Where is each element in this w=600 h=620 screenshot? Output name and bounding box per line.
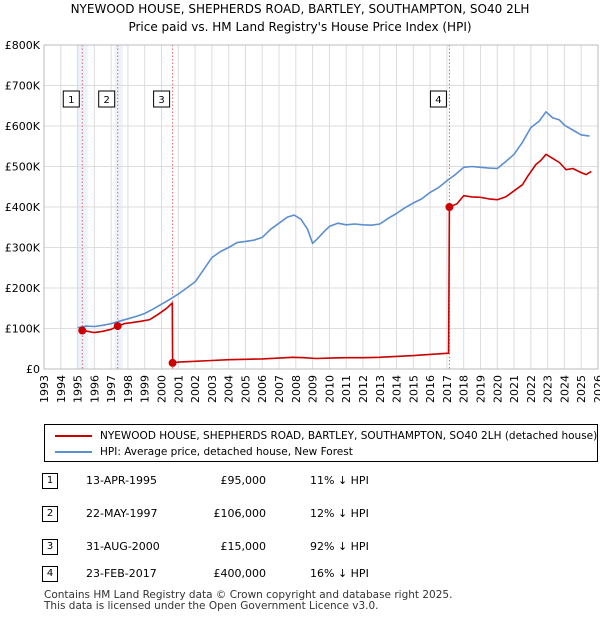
x-tick-label: 1998 bbox=[122, 375, 135, 403]
sale-hpi-diff: 16% ↓ HPI bbox=[310, 567, 369, 580]
x-tick-label: 2016 bbox=[424, 375, 437, 403]
x-tick-label: 2010 bbox=[323, 375, 336, 403]
x-tick-label: 2020 bbox=[491, 375, 504, 403]
x-tick-label: 1994 bbox=[55, 375, 68, 403]
y-tick-label: £300K bbox=[5, 242, 41, 255]
sale-price: £95,000 bbox=[220, 474, 267, 487]
sale-label-number: 4 bbox=[435, 95, 441, 106]
footer-copyright: Contains HM Land Registry data © Crown c… bbox=[44, 589, 453, 601]
legend-label-hpi: HPI: Average price, detached house, New … bbox=[100, 446, 353, 458]
x-tick-label: 1993 bbox=[38, 375, 51, 403]
sale-number-badge: 4 bbox=[42, 566, 58, 582]
sale-date: 31-AUG-2000 bbox=[86, 540, 160, 553]
x-tick-label: 1995 bbox=[72, 375, 85, 403]
sale-label-number: 1 bbox=[68, 95, 74, 106]
x-tick-label: 2002 bbox=[189, 375, 202, 403]
sale-date: 22-MAY-1997 bbox=[86, 507, 158, 520]
footer-notice: Contains HM Land Registry data © Crown c… bbox=[44, 590, 452, 612]
table-row: 1 13-APR-1995 £95,000 11% ↓ HPI bbox=[0, 472, 600, 492]
x-tick-label: 2022 bbox=[525, 375, 538, 403]
sale-point bbox=[168, 358, 177, 367]
x-tick-label: 1999 bbox=[139, 375, 152, 403]
legend-label-property: NYEWOOD HOUSE, SHEPHERDS ROAD, BARTLEY, … bbox=[100, 430, 598, 442]
y-tick-label: £100K bbox=[5, 323, 41, 336]
chart-title: NYEWOOD HOUSE, SHEPHERDS ROAD, BARTLEY, … bbox=[71, 2, 530, 16]
y-tick-label: £700K bbox=[5, 80, 41, 93]
sale-point bbox=[113, 322, 122, 331]
sale-price: £15,000 bbox=[220, 540, 267, 553]
x-tick-label: 2003 bbox=[206, 375, 219, 403]
x-tick-label: 2014 bbox=[391, 375, 404, 403]
sale-number-badge: 3 bbox=[42, 539, 58, 555]
x-tick-label: 2013 bbox=[374, 375, 387, 403]
x-tick-label: 2006 bbox=[256, 375, 269, 403]
sale-date: 13-APR-1995 bbox=[86, 474, 158, 487]
plot-border bbox=[43, 44, 599, 370]
y-tick-label: £200K bbox=[5, 282, 41, 295]
legend-item-hpi: HPI: Average price, detached house, New … bbox=[45, 444, 599, 460]
price-chart: NYEWOOD HOUSE, SHEPHERDS ROAD, BARTLEY, … bbox=[5, 2, 600, 403]
sale-point bbox=[445, 203, 454, 211]
sale-price: £400,000 bbox=[213, 567, 267, 580]
y-tick-label: £0 bbox=[26, 363, 40, 376]
sale-number-badge: 1 bbox=[42, 473, 58, 489]
series-line-hpi bbox=[77, 111, 590, 329]
x-tick-label: 2007 bbox=[273, 375, 286, 403]
sale-label-box bbox=[429, 90, 447, 108]
x-tick-label: 2011 bbox=[340, 375, 353, 403]
sale-price: £106,000 bbox=[213, 507, 267, 520]
x-tick-label: 2026 bbox=[592, 375, 600, 403]
x-tick-label: 2008 bbox=[290, 375, 303, 403]
x-tick-label: 2004 bbox=[223, 375, 236, 403]
sale-hpi-diff: 12% ↓ HPI bbox=[310, 507, 369, 520]
table-row: 2 22-MAY-1997 £106,000 12% ↓ HPI bbox=[0, 505, 600, 525]
x-tick-label: 1996 bbox=[88, 375, 101, 403]
x-tick-label: 2012 bbox=[357, 375, 370, 403]
table-row: 3 31-AUG-2000 £15,000 92% ↓ HPI bbox=[0, 538, 600, 558]
x-tick-label: 2021 bbox=[508, 375, 521, 403]
table-row: 4 23-FEB-2017 £400,000 16% ↓ HPI bbox=[0, 565, 600, 585]
sale-label-number: 3 bbox=[158, 95, 164, 106]
x-tick-label: 2009 bbox=[307, 375, 320, 403]
x-tick-label: 2017 bbox=[441, 375, 454, 403]
sale-label-box bbox=[62, 90, 80, 108]
x-tick-label: 2019 bbox=[474, 375, 487, 403]
y-tick-label: £500K bbox=[5, 161, 41, 174]
x-tick-label: 2015 bbox=[407, 375, 420, 403]
sale-hpi-diff: 11% ↓ HPI bbox=[310, 474, 369, 487]
sale-point bbox=[78, 326, 87, 335]
y-tick-label: £400K bbox=[5, 201, 41, 214]
sale-label-number: 2 bbox=[104, 95, 110, 106]
y-tick-label: £800K bbox=[5, 39, 41, 52]
legend-swatch-hpi bbox=[55, 451, 92, 453]
series-line-property bbox=[82, 153, 592, 364]
sale-date: 23-FEB-2017 bbox=[86, 567, 157, 580]
sale-label-box bbox=[98, 90, 116, 108]
x-tick-label: 2001 bbox=[172, 375, 185, 403]
x-tick-label: 1997 bbox=[105, 375, 118, 403]
legend-swatch-property bbox=[55, 435, 92, 437]
x-tick-label: 2024 bbox=[558, 375, 571, 403]
y-tick-label: £600K bbox=[5, 120, 41, 133]
sale-hpi-diff: 92% ↓ HPI bbox=[310, 540, 369, 553]
sale-number-badge: 2 bbox=[42, 506, 58, 522]
sale-label-box bbox=[153, 90, 171, 108]
x-tick-label: 2005 bbox=[239, 375, 252, 403]
x-tick-label: 2000 bbox=[156, 375, 169, 403]
x-tick-label: 2025 bbox=[575, 375, 588, 403]
legend-item-property: NYEWOOD HOUSE, SHEPHERDS ROAD, BARTLEY, … bbox=[45, 428, 599, 444]
chart-legend: NYEWOOD HOUSE, SHEPHERDS ROAD, BARTLEY, … bbox=[44, 424, 598, 462]
x-tick-label: 2018 bbox=[458, 375, 471, 403]
footer-licence: This data is licensed under the Open Gov… bbox=[44, 600, 379, 612]
chart-subtitle: Price paid vs. HM Land Registry's House … bbox=[128, 20, 471, 34]
x-tick-label: 2023 bbox=[542, 375, 555, 403]
